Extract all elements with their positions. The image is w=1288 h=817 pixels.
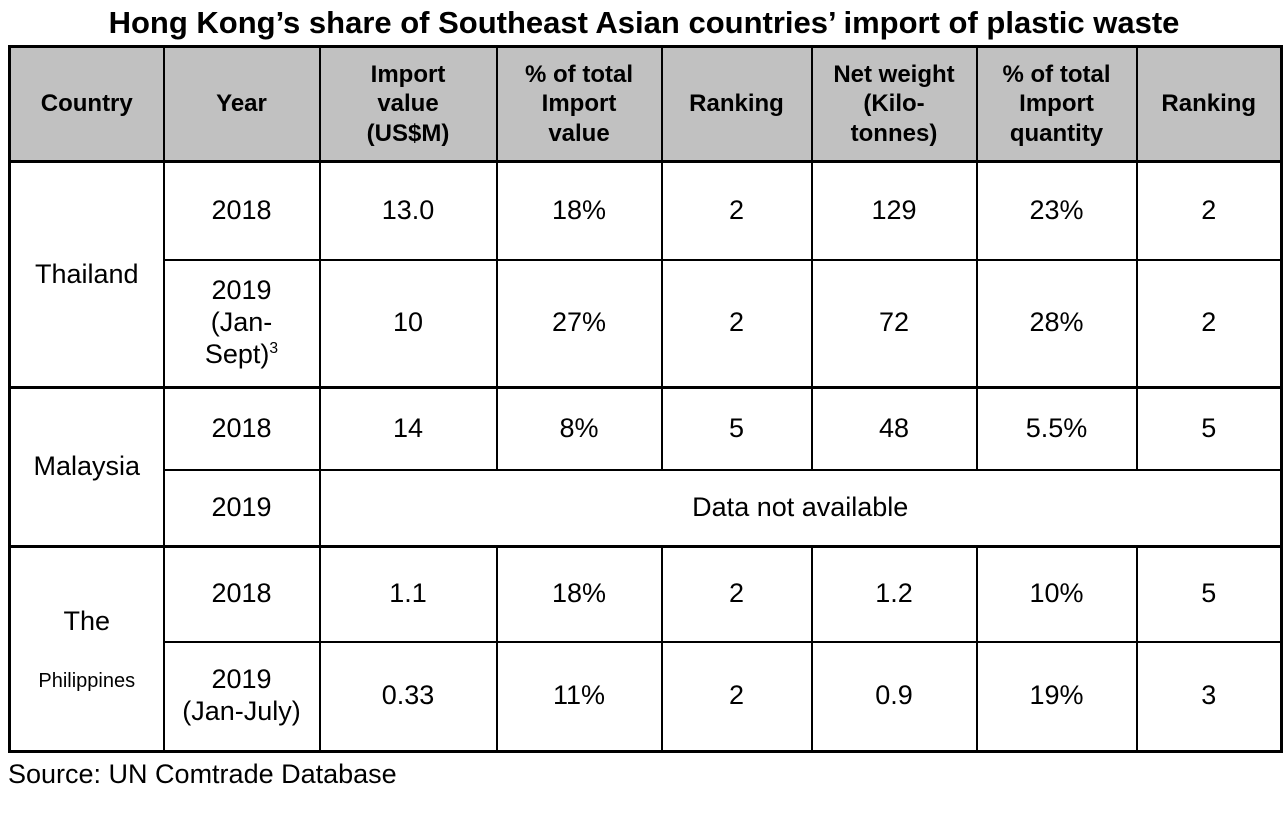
cell-thailand-2019-pct-import-quantity: 28% [975,258,1138,389]
col-header-import-value: Import value (US$M) [318,45,498,163]
row-thailand-2018: Thailand 2018 13.0 18% 2 129 23% 2 [8,160,1283,389]
cell-country-philippines: The Philippines [8,545,165,753]
cell-philippines-2018-ranking-quantity: 5 [1135,545,1283,643]
row-malaysia-2018: Malaysia 2018 14 8% 5 48 5.5% 5 [8,386,1283,548]
cell-malaysia-2018-ranking-quantity: 5 [1135,386,1283,471]
cell-malaysia-2019-data-not-available: Data not available [318,468,1283,548]
cell-philippines-2018-net-weight: 1.2 [810,545,978,643]
cell-malaysia-2018-year: 2018 [162,386,321,471]
cell-country-malaysia: Malaysia [8,386,165,548]
cell-thailand-2019-net-weight: 72 [810,258,978,389]
cell-thailand-2018-pct-import-value: 18% [495,160,663,261]
year-label: 2019 (Jan- Sept) [204,275,273,370]
row-thailand-2019: 2019 (Jan- Sept)3 10 27% 2 72 28% 2 [10,258,1283,389]
cell-philippines-2019-pct-import-value: 11% [495,640,663,753]
cell-philippines-2018-year: 2018 [162,545,321,643]
row-philippines-2019: 2019 (Jan-July) 0.33 11% 2 0.9 19% 3 [10,640,1283,753]
country-name-line-2: Philippines [38,669,136,692]
cell-thailand-2018-import-value: 13.0 [318,160,498,261]
cell-thailand-2019-import-value: 10 [318,258,498,389]
col-header-ranking-value: Ranking [660,45,813,163]
col-header-year: Year [162,45,321,163]
cell-thailand-2018-ranking-quantity: 2 [1135,160,1283,261]
col-header-pct-import-quantity: % of total Import quantity [975,45,1138,163]
cell-malaysia-2018-pct-import-value: 8% [495,386,663,471]
col-header-ranking-quantity: Ranking [1135,45,1283,163]
cell-thailand-2018-net-weight: 129 [810,160,978,261]
cell-philippines-2019-ranking-quantity: 3 [1135,640,1283,753]
cell-thailand-2018-pct-import-quantity: 23% [975,160,1138,261]
cell-country-thailand: Thailand [8,160,165,389]
row-malaysia-2019: 2019 Data not available [10,468,1283,548]
cell-philippines-2018-import-value: 1.1 [318,545,498,643]
row-philippines-2018: The Philippines 2018 1.1 18% 2 1.2 10% 5 [8,545,1283,753]
cell-malaysia-2018-net-weight: 48 [810,386,978,471]
cell-philippines-2018-pct-import-quantity: 10% [975,545,1138,643]
cell-thailand-2018-year: 2018 [162,160,321,261]
cell-philippines-2019-year: 2019 (Jan-July) [162,640,321,753]
cell-thailand-2019-ranking-quantity: 2 [1135,258,1283,389]
cell-malaysia-2018-import-value: 14 [318,386,498,471]
col-header-country: Country [8,45,165,163]
header-row: Country Year Import value (US$M) % of to… [8,45,1283,163]
col-header-pct-import-value: % of total Import value [495,45,663,163]
cell-malaysia-2018-ranking-value: 5 [660,386,813,471]
cell-malaysia-2019-year: 2019 [162,468,321,548]
col-header-net-weight: Net weight (Kilo- tonnes) [810,45,978,163]
import-share-table: Country Year Import value (US$M) % of to… [8,45,1283,753]
cell-philippines-2019-net-weight: 0.9 [810,640,978,753]
cell-philippines-2018-pct-import-value: 18% [495,545,663,643]
cell-thailand-2019-year: 2019 (Jan- Sept)3 [162,258,321,389]
cell-thailand-2019-ranking-value: 2 [660,258,813,389]
cell-philippines-2019-import-value: 0.33 [318,640,498,753]
cell-philippines-2019-pct-import-quantity: 19% [975,640,1138,753]
cell-philippines-2018-ranking-value: 2 [660,545,813,643]
cell-philippines-2019-ranking-value: 2 [660,640,813,753]
page-title: Hong Kong’s share of Southeast Asian cou… [108,5,1180,40]
cell-thailand-2019-pct-import-value: 27% [495,258,663,389]
cell-thailand-2018-ranking-value: 2 [660,160,813,261]
footnote-marker-3: 3 [269,340,279,358]
cell-malaysia-2018-pct-import-quantity: 5.5% [975,386,1138,471]
country-name-line-1: The [63,606,111,637]
source-note: Source: UN Comtrade Database [8,759,397,789]
